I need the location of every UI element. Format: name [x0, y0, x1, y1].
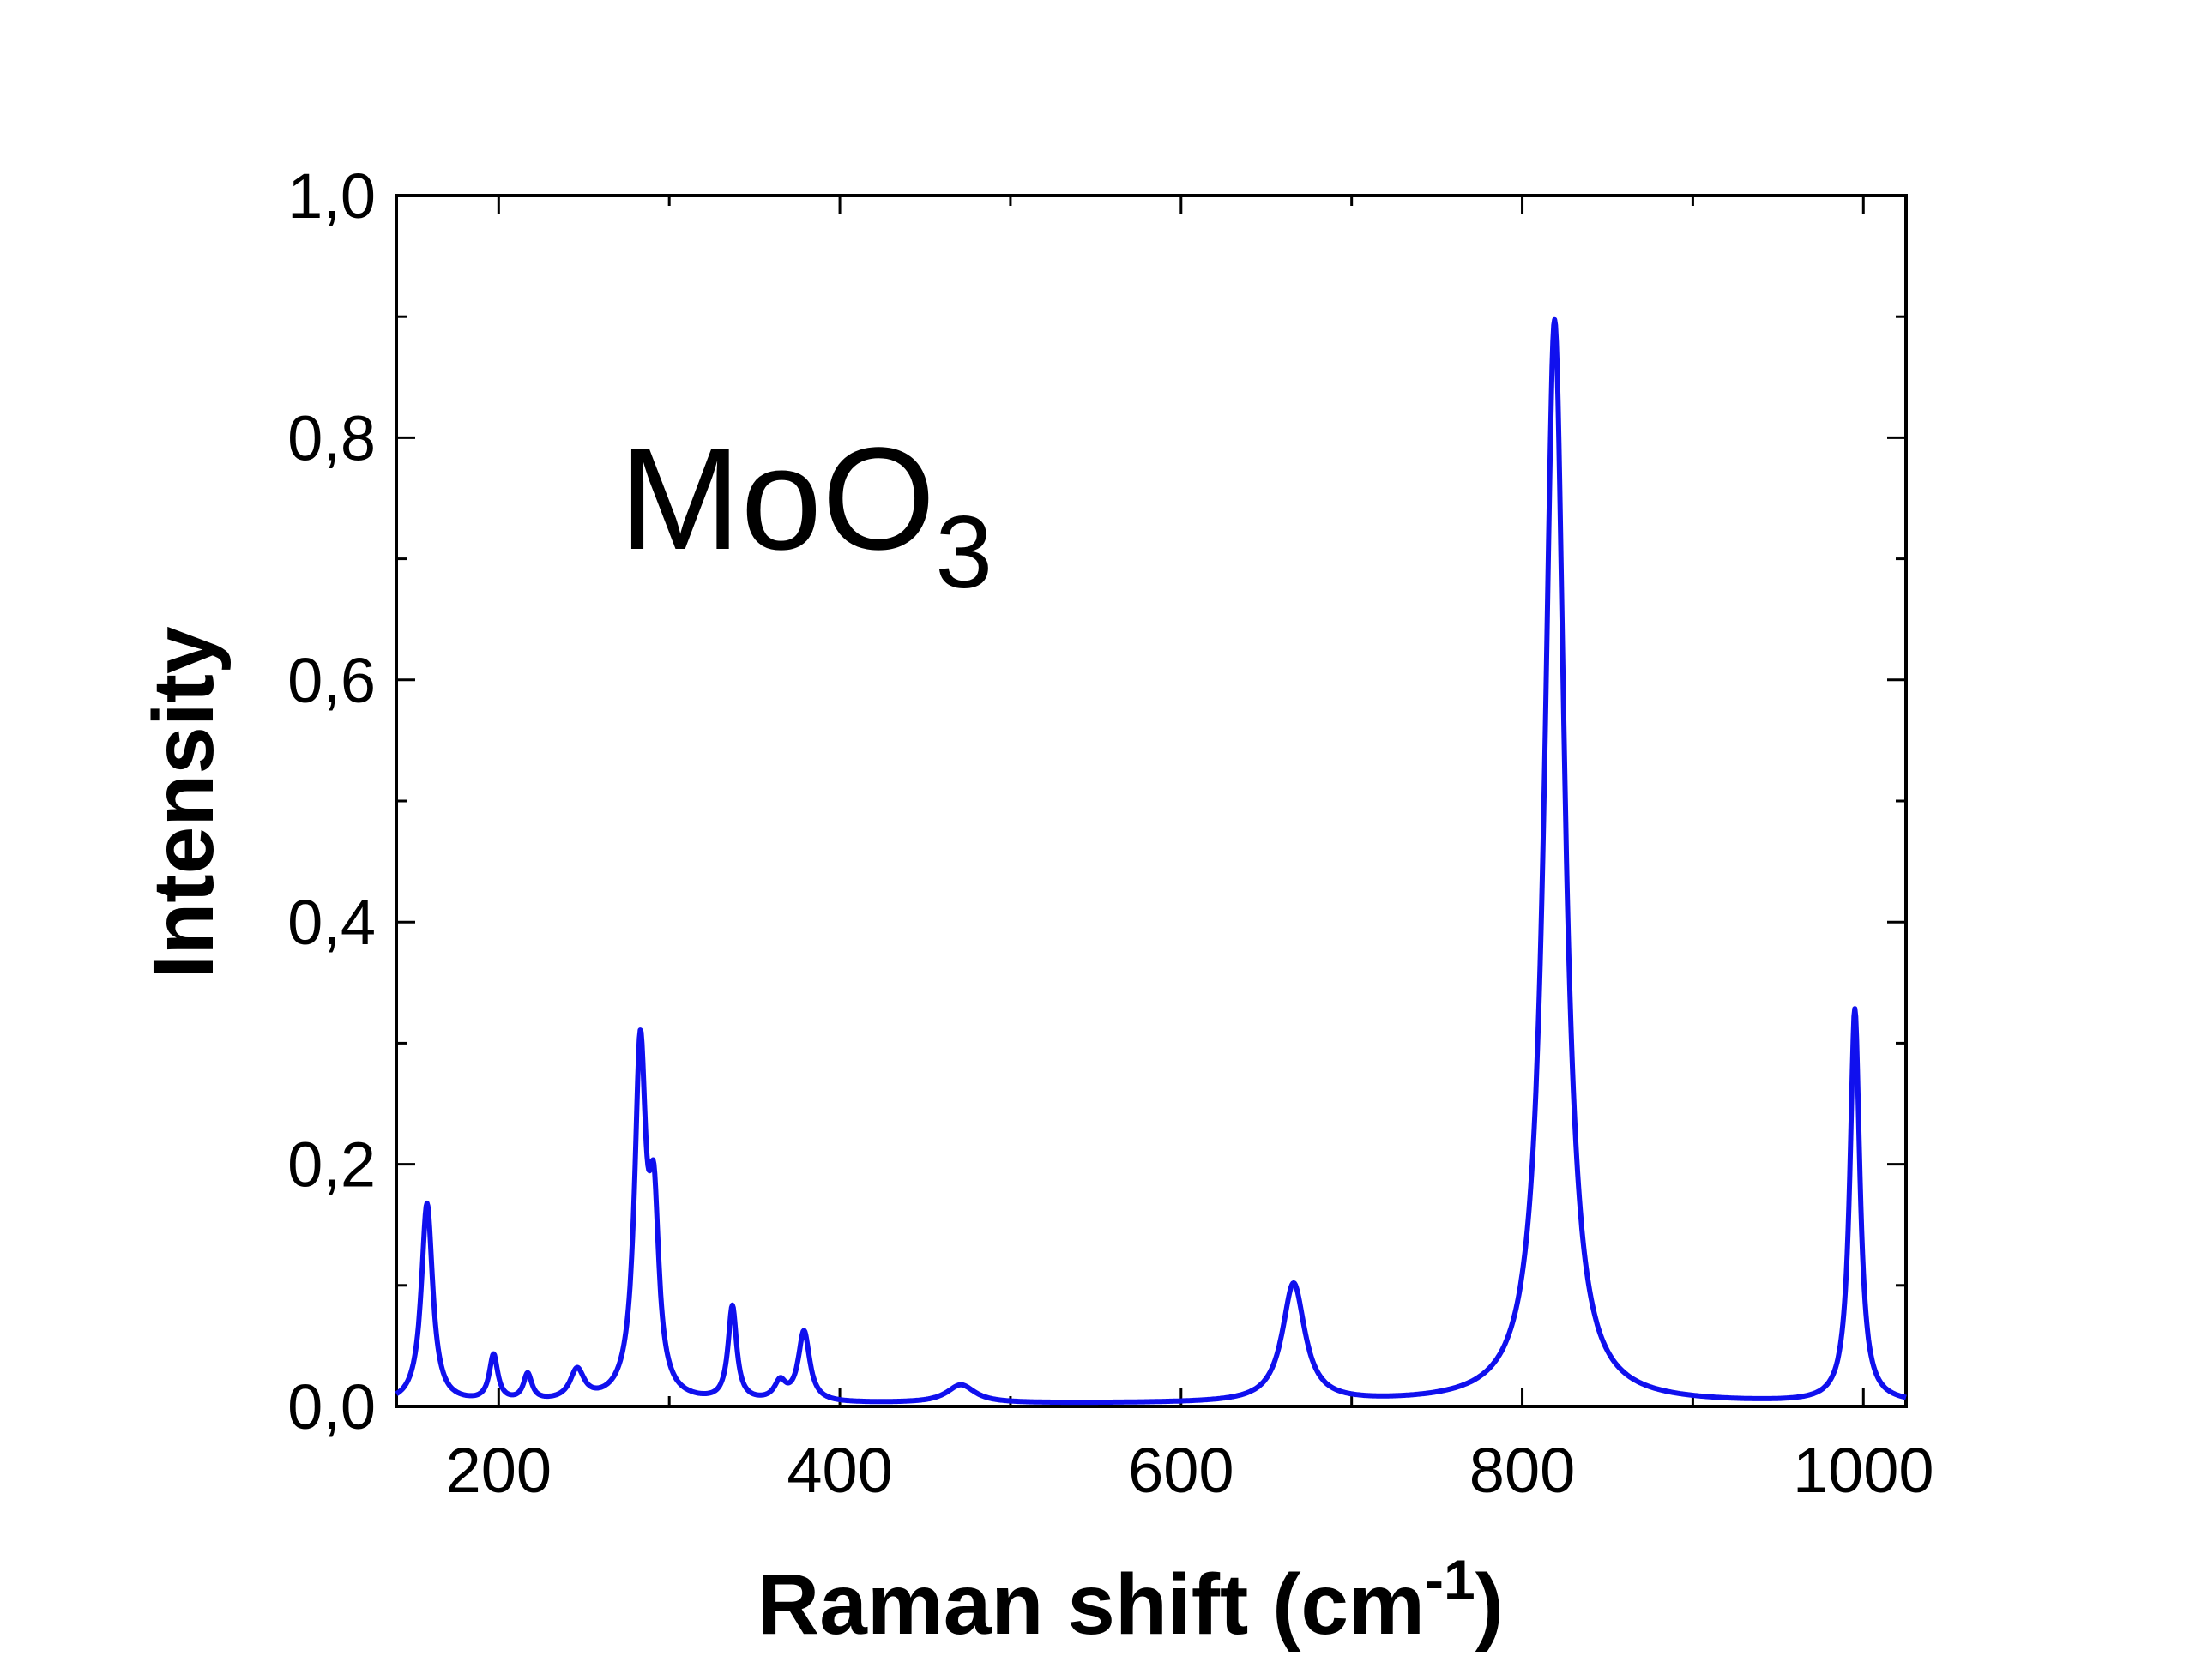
y-tick-label: 0,0	[287, 1371, 376, 1442]
compound-label: MoO3	[619, 418, 992, 610]
y-tick-label: 0,4	[287, 887, 376, 958]
compound-label-main: MoO	[619, 418, 935, 581]
x-axis-title-superscript: -1	[1425, 1548, 1475, 1611]
x-axis-title-close: )	[1475, 1557, 1504, 1653]
x-tick-label: 600	[1128, 1435, 1234, 1506]
y-tick-label: 1,0	[287, 160, 376, 232]
plot-frame	[395, 194, 1908, 1408]
x-tick-label: 400	[787, 1435, 892, 1506]
x-axis-title: Raman shift (cm-1)	[757, 1548, 1504, 1653]
y-tick-label: 0,6	[287, 645, 376, 716]
x-axis-title-main: Raman shift (cm	[757, 1557, 1425, 1653]
y-axis-title: Intensity	[136, 626, 232, 979]
x-tick-label: 1000	[1793, 1435, 1934, 1506]
y-tick-label: 0,2	[287, 1129, 376, 1201]
spectrum-line-0	[395, 316, 1908, 1406]
compound-label-subscript: 3	[935, 495, 992, 610]
y-tick-label: 0,8	[287, 402, 376, 473]
x-tick-label: 800	[1469, 1435, 1575, 1506]
x-tick-label: 200	[446, 1435, 552, 1506]
plot-area: 200 400 600 800 1000 0,0 0,2 0,4 0,6 0,8 1,0	[287, 160, 1934, 1506]
